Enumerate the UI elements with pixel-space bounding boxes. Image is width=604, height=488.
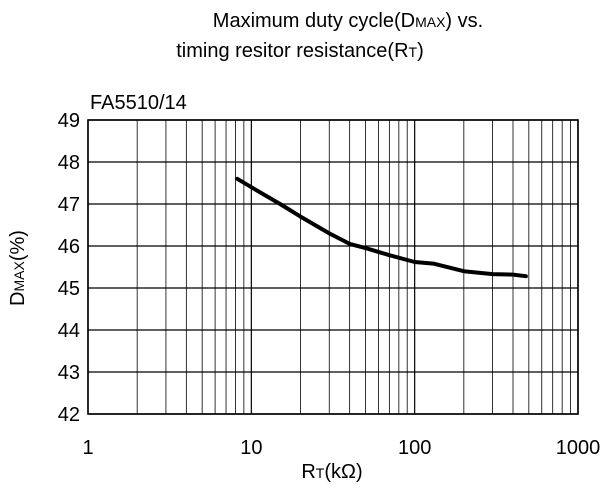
major-grid <box>87 119 579 415</box>
y-tick-label: 48 <box>58 152 80 174</box>
x-tick-label: 100 <box>398 437 431 459</box>
y-tick-label: 42 <box>58 404 80 426</box>
y-tick-label: 47 <box>58 194 80 216</box>
plot-frame <box>87 119 579 415</box>
minor-grid <box>136 120 571 414</box>
x-axis-label: RT(kΩ) <box>301 461 362 483</box>
x-tick-label: 10 <box>240 437 262 459</box>
series-line <box>235 176 528 279</box>
chart-title-line-2: timing resitor resistance(RT) <box>176 40 424 62</box>
y-tick-label: 43 <box>58 362 80 384</box>
y-tick-labels: 42 43 44 45 46 47 48 49 <box>58 110 80 426</box>
chart-subtitle: FA5510/14 <box>90 92 187 114</box>
y-tick-label: 44 <box>58 320 80 342</box>
series-layer <box>235 176 528 279</box>
y-tick-label: 45 <box>58 278 80 300</box>
y-axis-label: DMAX(%) <box>7 230 29 306</box>
x-tick-label: 1000 <box>556 437 601 459</box>
x-tick-labels: 1 10 100 1000 <box>82 437 600 459</box>
x-tick-label: 1 <box>82 437 93 459</box>
y-tick-label: 46 <box>58 236 80 258</box>
y-tick-label: 49 <box>58 110 80 132</box>
chart-title-line-1: Maximum duty cycle(DMAX) vs. <box>213 10 483 32</box>
